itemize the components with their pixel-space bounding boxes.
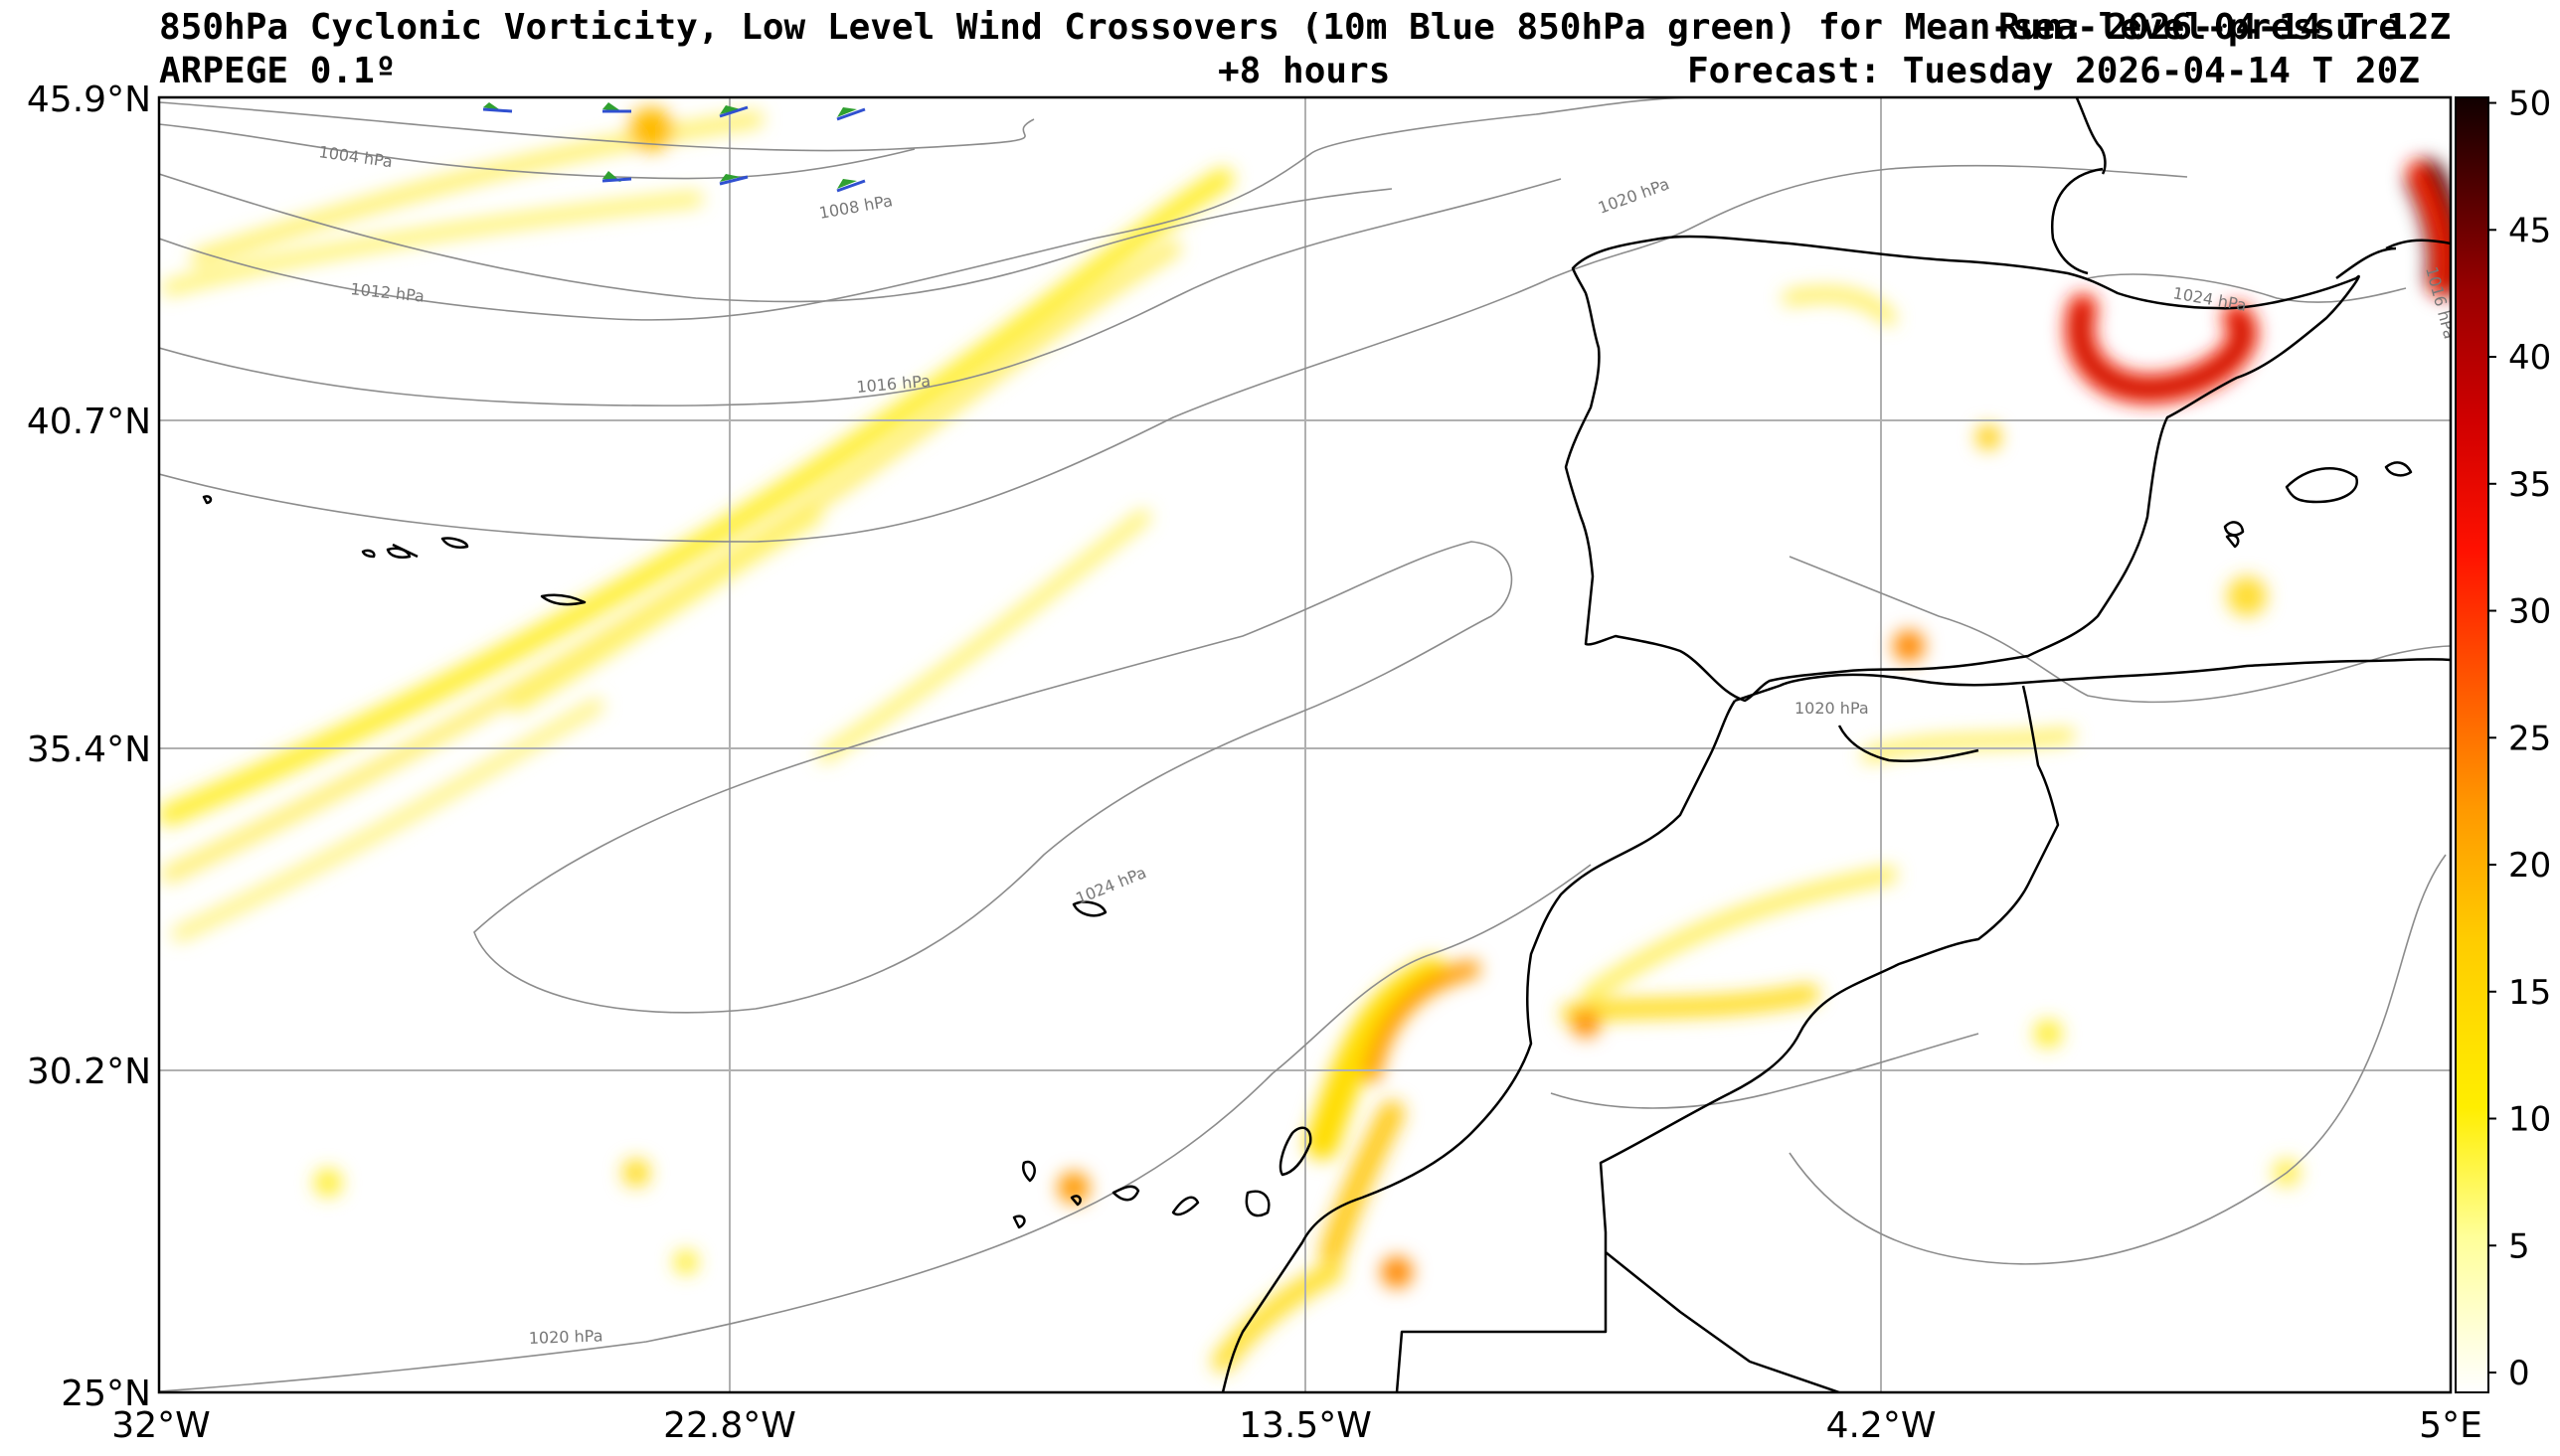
wind-marker xyxy=(836,179,866,193)
isobar-label: 1016 hPa xyxy=(2422,264,2460,341)
map-frame xyxy=(157,95,2453,1394)
colorbar-tick-label: 35 xyxy=(2508,465,2551,505)
isobar-label: 1004 hPa xyxy=(317,142,394,171)
coastlines xyxy=(202,97,2451,1392)
colorbar-tick-label: 5 xyxy=(2508,1226,2530,1266)
colorbar-tick-label: 0 xyxy=(2508,1354,2530,1393)
colorbar: 0 5 10 15 20 25 30 35 40 45 50 xyxy=(2455,84,2551,1393)
lat-tick-label: 40.7°N xyxy=(27,402,151,442)
colorbar-ticks: 0 5 10 15 20 25 30 35 40 45 50 xyxy=(2488,84,2551,1393)
lat-tick-label: 45.9°N xyxy=(27,80,151,120)
isobars xyxy=(159,97,2451,1392)
wind-crossovers xyxy=(482,102,866,193)
lat-tick-label: 30.2°N xyxy=(27,1052,151,1092)
run-time: Run: 2026-04-14 T 12Z xyxy=(1998,7,2452,48)
vorticity-field xyxy=(159,107,2451,1373)
wind-marker xyxy=(836,107,866,121)
isobar-label: 1012 hPa xyxy=(350,279,426,306)
lat-tick-label: 35.4°N xyxy=(27,729,151,770)
colorbar-gradient xyxy=(2455,96,2489,1393)
wind-marker xyxy=(602,102,631,113)
colorbar-tick-label: 30 xyxy=(2508,592,2551,632)
wind-marker xyxy=(719,105,749,118)
lon-tick-label: 13.5°W xyxy=(1239,1405,1372,1446)
wind-marker xyxy=(482,102,513,113)
wind-marker xyxy=(719,174,749,186)
isobar-label: 1008 hPa xyxy=(817,191,894,223)
colorbar-tick-label: 25 xyxy=(2508,719,2551,758)
isobar-label: 1020 hPa xyxy=(1794,699,1869,718)
lon-axis: 32°W 22.8°W 13.5°W 4.2°W 5°E xyxy=(111,1405,2482,1446)
model-name: ARPEGE 0.1º xyxy=(159,51,397,91)
title-text: 850hPa Cyclonic Vorticity, Low Level Win… xyxy=(159,7,2401,48)
graticule xyxy=(159,97,2451,1392)
lon-tick-label: 32°W xyxy=(111,1405,210,1446)
colorbar-tick-label: 10 xyxy=(2508,1100,2551,1140)
colorbar-tick-label: 40 xyxy=(2508,338,2551,378)
lead-time: +8 hours xyxy=(1218,51,1391,91)
colorbar-tick-label: 45 xyxy=(2508,211,2551,250)
isobar-label: 1020 hPa xyxy=(1596,174,1672,217)
wind-marker xyxy=(601,171,632,183)
lon-tick-label: 5°E xyxy=(2419,1405,2482,1446)
lat-tick-label: 25°N xyxy=(61,1374,151,1414)
isobar-label: 1024 hPa xyxy=(1073,863,1148,908)
colorbar-tick-label: 50 xyxy=(2508,84,2551,124)
colorbar-tick-label: 20 xyxy=(2508,846,2551,886)
valid-time: Forecast: Tuesday 2026-04-14 T 20Z xyxy=(1687,51,2420,91)
isobar-label: 1024 hPa xyxy=(2171,283,2248,315)
lat-axis: 45.9°N 40.7°N 35.4°N 30.2°N 25°N xyxy=(27,80,151,1414)
lon-tick-label: 4.2°W xyxy=(1826,1405,1937,1446)
chart-title: 850hPa Cyclonic Vorticity, Low Level Win… xyxy=(159,8,2400,48)
isobar-label: 1020 hPa xyxy=(528,1326,602,1348)
lon-tick-label: 22.8°W xyxy=(663,1405,796,1446)
colorbar-tick-label: 15 xyxy=(2508,973,2551,1013)
